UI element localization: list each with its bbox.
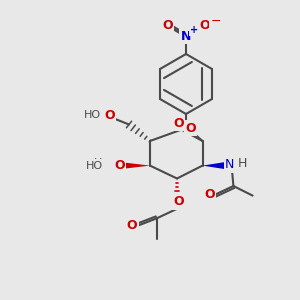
Text: O: O [173,195,184,208]
Text: N: N [181,30,191,43]
Polygon shape [117,162,150,170]
Text: O: O [104,109,115,122]
Text: H: H [238,157,247,170]
Text: O: O [114,159,125,172]
Text: O: O [204,188,215,202]
Text: H: H [94,158,103,169]
Polygon shape [202,162,227,170]
Text: +: + [190,25,198,35]
Text: O: O [185,122,196,135]
Text: HO: HO [84,110,101,121]
Text: O: O [173,117,184,130]
Text: O: O [199,19,210,32]
Text: −: − [211,14,221,28]
Text: O: O [127,219,137,232]
Text: O: O [162,19,173,32]
Text: HO: HO [85,160,103,171]
Text: N: N [225,158,235,172]
